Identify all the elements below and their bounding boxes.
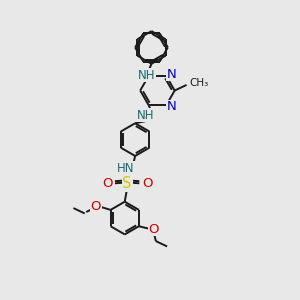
Text: NH: NH bbox=[137, 69, 155, 82]
Text: O: O bbox=[91, 200, 101, 213]
Text: N: N bbox=[167, 100, 176, 113]
Text: O: O bbox=[148, 223, 159, 236]
Text: O: O bbox=[142, 177, 152, 190]
Text: S: S bbox=[122, 176, 132, 191]
Text: NH: NH bbox=[137, 109, 154, 122]
Text: HN: HN bbox=[117, 162, 134, 175]
Text: CH₃: CH₃ bbox=[189, 78, 208, 88]
Text: O: O bbox=[102, 177, 112, 190]
Text: N: N bbox=[167, 68, 176, 81]
